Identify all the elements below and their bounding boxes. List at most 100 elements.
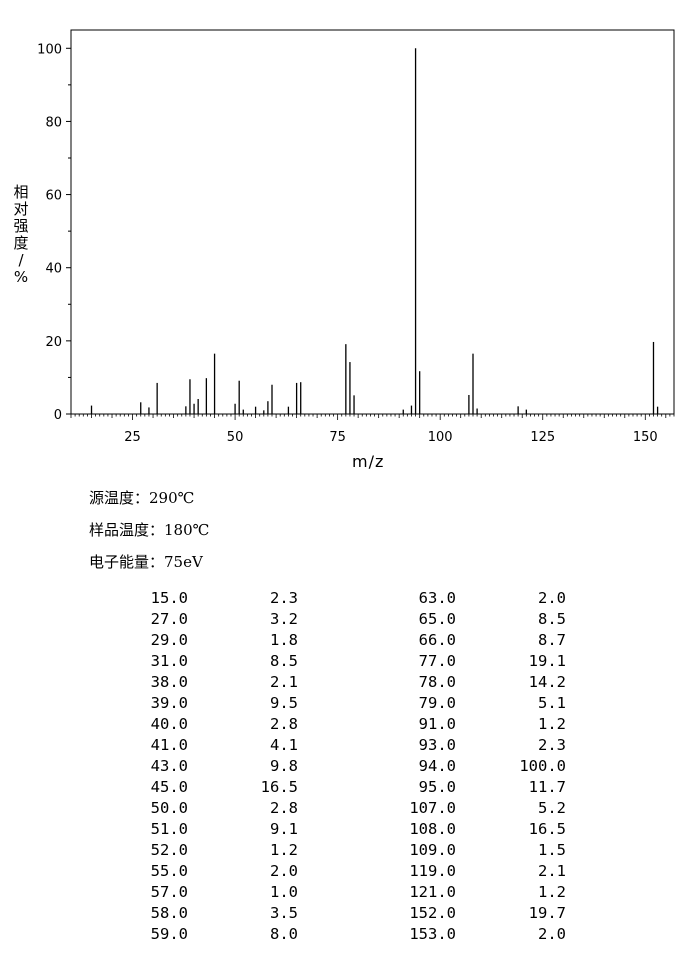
x-tick-label: 150 bbox=[633, 430, 658, 445]
y-axis-label-char: / bbox=[18, 251, 24, 269]
intensity-value: 4.1 bbox=[270, 736, 298, 754]
intensity-value: 1.8 bbox=[270, 631, 298, 649]
intensity-value: 1.5 bbox=[538, 841, 566, 859]
mz-value: 93.0 bbox=[418, 736, 456, 754]
mz-value: 45.0 bbox=[150, 778, 188, 796]
intensity-value: 14.2 bbox=[528, 673, 566, 691]
intensity-value: 5.1 bbox=[538, 694, 566, 712]
peak-row: 57.0 1.0 121.0 1.2 bbox=[120, 882, 566, 903]
y-axis-label-char: 度 bbox=[13, 234, 29, 252]
mz-value: 52.0 bbox=[150, 841, 188, 859]
y-tick-label: 40 bbox=[45, 262, 62, 277]
intensity-value: 2.8 bbox=[270, 799, 298, 817]
x-axis-label: m/z bbox=[352, 452, 385, 471]
mz-value: 31.0 bbox=[150, 652, 188, 670]
mz-value: 50.0 bbox=[150, 799, 188, 817]
peak-row: 29.0 1.8 66.0 8.7 bbox=[120, 630, 566, 651]
mz-value: 59.0 bbox=[150, 925, 188, 943]
mz-value: 77.0 bbox=[418, 652, 456, 670]
mz-value: 40.0 bbox=[150, 715, 188, 733]
mz-value: 119.0 bbox=[409, 862, 456, 880]
mz-value: 63.0 bbox=[418, 589, 456, 607]
intensity-value: 8.7 bbox=[538, 631, 566, 649]
intensity-value: 9.1 bbox=[270, 820, 298, 838]
y-tick-label: 20 bbox=[45, 335, 62, 350]
peak-row: 45.0 16.5 95.0 11.7 bbox=[120, 777, 566, 798]
mz-value: 27.0 bbox=[150, 610, 188, 628]
y-tick-label: 0 bbox=[54, 408, 62, 423]
intensity-value: 5.2 bbox=[538, 799, 566, 817]
y-axis-label-char: % bbox=[13, 268, 29, 286]
mz-value: 91.0 bbox=[418, 715, 456, 733]
mz-value: 55.0 bbox=[150, 862, 188, 880]
y-axis-label-char: 相 bbox=[13, 183, 29, 201]
intensity-value: 8.0 bbox=[270, 925, 298, 943]
peak-row: 38.0 2.1 78.0 14.2 bbox=[120, 672, 566, 693]
peak-row: 59.0 8.0 153.0 2.0 bbox=[120, 924, 566, 945]
electron-energy: 电子能量：75eV bbox=[89, 553, 203, 571]
x-tick-label: 100 bbox=[428, 430, 453, 445]
mz-value: 58.0 bbox=[150, 904, 188, 922]
x-tick-label: 25 bbox=[124, 430, 141, 445]
sample-temperature: 样品温度：180℃ bbox=[89, 521, 210, 539]
intensity-value: 19.1 bbox=[528, 652, 566, 670]
y-axis-label: 相 对 强 度 / % bbox=[12, 184, 30, 286]
mz-value: 79.0 bbox=[418, 694, 456, 712]
peak-row: 55.0 2.0 119.0 2.1 bbox=[120, 861, 566, 882]
mz-value: 65.0 bbox=[418, 610, 456, 628]
intensity-value: 1.2 bbox=[270, 841, 298, 859]
mz-value: 39.0 bbox=[150, 694, 188, 712]
intensity-value: 2.8 bbox=[270, 715, 298, 733]
mz-value: 57.0 bbox=[150, 883, 188, 901]
x-tick-label: 50 bbox=[227, 430, 244, 445]
mz-value: 153.0 bbox=[409, 925, 456, 943]
y-tick-label: 60 bbox=[45, 189, 62, 204]
intensity-value: 2.0 bbox=[538, 589, 566, 607]
mz-value: 38.0 bbox=[150, 673, 188, 691]
peak-row: 52.0 1.2 109.0 1.5 bbox=[120, 840, 566, 861]
mz-value: 41.0 bbox=[150, 736, 188, 754]
y-tick-label: 100 bbox=[37, 42, 62, 57]
y-tick-label: 80 bbox=[45, 115, 62, 130]
intensity-value: 3.5 bbox=[270, 904, 298, 922]
intensity-value: 2.0 bbox=[538, 925, 566, 943]
peak-row: 15.0 2.3 63.0 2.0 bbox=[120, 588, 566, 609]
mz-value: 51.0 bbox=[150, 820, 188, 838]
mz-value: 107.0 bbox=[409, 799, 456, 817]
mz-value: 66.0 bbox=[418, 631, 456, 649]
mz-value: 95.0 bbox=[418, 778, 456, 796]
x-tick-label: 75 bbox=[329, 430, 346, 445]
intensity-value: 16.5 bbox=[528, 820, 566, 838]
plot-frame bbox=[70, 29, 675, 415]
mz-value: 152.0 bbox=[409, 904, 456, 922]
intensity-value: 11.7 bbox=[528, 778, 566, 796]
peak-row: 58.0 3.5 152.0 19.7 bbox=[120, 903, 566, 924]
mz-value: 108.0 bbox=[409, 820, 456, 838]
mz-value: 15.0 bbox=[150, 589, 188, 607]
intensity-value: 16.5 bbox=[260, 778, 298, 796]
intensity-value: 2.1 bbox=[538, 862, 566, 880]
mz-value: 121.0 bbox=[409, 883, 456, 901]
peak-row: 39.0 9.5 79.0 5.1 bbox=[120, 693, 566, 714]
mz-value: 43.0 bbox=[150, 757, 188, 775]
peak-row: 40.0 2.8 91.0 1.2 bbox=[120, 714, 566, 735]
peak-row: 50.0 2.8 107.0 5.2 bbox=[120, 798, 566, 819]
intensity-value: 1.2 bbox=[538, 715, 566, 733]
intensity-value: 8.5 bbox=[538, 610, 566, 628]
intensity-value: 1.2 bbox=[538, 883, 566, 901]
intensity-value: 3.2 bbox=[270, 610, 298, 628]
peak-table: 15.0 2.3 63.0 2.0 27.0 3.2 65.0 8.5 29.0 1.8 66.0 8… bbox=[120, 588, 566, 945]
peak-row: 43.0 9.8 94.0 100.0 bbox=[120, 756, 566, 777]
peak-row: 41.0 4.1 93.0 2.3 bbox=[120, 735, 566, 756]
intensity-value: 2.3 bbox=[270, 589, 298, 607]
mz-value: 78.0 bbox=[418, 673, 456, 691]
y-axis-label-char: 对 bbox=[13, 200, 29, 218]
y-axis-label-char: 强 bbox=[13, 217, 29, 235]
x-tick-label: 125 bbox=[530, 430, 555, 445]
mz-value: 94.0 bbox=[418, 757, 456, 775]
intensity-value: 2.1 bbox=[270, 673, 298, 691]
mz-value: 29.0 bbox=[150, 631, 188, 649]
peak-row: 51.0 9.1 108.0 16.5 bbox=[120, 819, 566, 840]
intensity-value: 9.8 bbox=[270, 757, 298, 775]
mass-spectrum-chart: 0 20 40 60 80 100 25 50 75 100 125 150 bbox=[37, 29, 675, 445]
